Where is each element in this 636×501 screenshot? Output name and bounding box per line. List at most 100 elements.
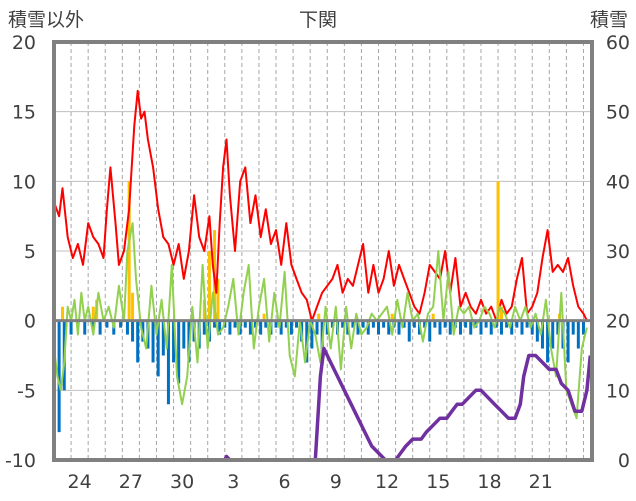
left-axis-label: 積雪以外 [8, 9, 84, 31]
bar-mark [433, 320, 437, 328]
bar-mark [366, 320, 370, 335]
bar-mark [156, 320, 160, 377]
bar-mark [262, 313, 266, 321]
chart-title: 下関 [299, 9, 337, 31]
bar-mark [412, 320, 416, 328]
bar-mark [571, 320, 575, 335]
bar-mark [387, 320, 391, 335]
bar-mark [499, 320, 503, 335]
bar-mark [382, 320, 386, 328]
bar-mark [182, 320, 186, 349]
bar-mark [330, 320, 334, 328]
bar-mark [458, 320, 462, 335]
bar-mark [510, 320, 514, 335]
bar-mark [438, 320, 442, 335]
bar-mark [151, 320, 155, 363]
bar-mark [448, 320, 452, 335]
bar-mark [131, 320, 135, 342]
x-tick-label: 9 [330, 471, 342, 493]
bar-mark [233, 320, 237, 328]
bar-mark [284, 320, 288, 328]
bar-mark [443, 320, 447, 328]
bar-mark [202, 320, 206, 335]
bar-mark [274, 320, 278, 328]
bar-mark [254, 320, 258, 328]
bar-mark [371, 320, 375, 328]
y-left-tick-label: 0 [24, 311, 36, 333]
bar-mark [161, 320, 165, 356]
x-tick-label: 18 [477, 471, 501, 493]
x-tick-label: 3 [227, 471, 239, 493]
y-left-tick-label: 20 [12, 32, 36, 54]
y-left-tick-label: 15 [12, 102, 36, 124]
bar-series [57, 181, 585, 433]
y-left-tick-label: -5 [17, 380, 36, 402]
bar-mark [216, 278, 220, 321]
y-right-tick-label: 40 [606, 171, 630, 193]
bar-mark [469, 320, 473, 335]
y-right-tick-label: 60 [606, 32, 630, 54]
bar-mark [289, 320, 293, 335]
bar-mark [248, 320, 252, 335]
y-right-tick-label: 20 [606, 311, 630, 333]
bar-mark [351, 320, 355, 328]
plot-frame [52, 40, 594, 462]
bar-mark [315, 320, 319, 335]
bar-mark [259, 320, 263, 335]
series-line [54, 346, 593, 462]
y-left-tick-label: 5 [24, 241, 36, 263]
bar-mark [479, 320, 483, 335]
bar-mark [264, 320, 268, 328]
bar-mark [172, 320, 176, 363]
bar-mark [566, 320, 570, 363]
line-series [53, 89, 593, 462]
bar-mark [119, 320, 123, 328]
bar-mark [499, 306, 503, 321]
x-tick-label: 27 [119, 471, 143, 493]
bar-mark [202, 299, 206, 321]
bar-mark [125, 320, 129, 335]
x-tick-label: 12 [375, 471, 399, 493]
bar-mark [295, 320, 299, 328]
bar-mark [407, 320, 411, 342]
bar-mark [525, 320, 529, 328]
bar-mark [551, 320, 555, 349]
bar-mark [91, 320, 95, 328]
bar-mark [431, 313, 435, 321]
bar-mark [428, 320, 432, 342]
bar-mark [556, 320, 560, 335]
bar-mark [464, 320, 468, 328]
x-tick-label: 21 [529, 471, 553, 493]
bar-mark [390, 313, 394, 321]
bar-mark [213, 320, 217, 328]
series-line [53, 89, 588, 322]
bar-mark [91, 306, 95, 321]
bar-mark [576, 320, 580, 349]
bar-mark [317, 313, 321, 321]
y-right-tick-label: 30 [606, 241, 630, 263]
bar-mark [279, 320, 283, 335]
bar-mark [520, 320, 524, 335]
bar-mark [207, 251, 211, 321]
bar-mark [127, 181, 131, 321]
bar-mark [489, 320, 493, 335]
x-tick-label: 15 [426, 471, 450, 493]
bar-mark [581, 320, 585, 335]
bar-mark [131, 292, 135, 321]
bar-mark [397, 320, 401, 335]
bar-mark [136, 320, 140, 363]
y-right-tick-label: 0 [618, 450, 630, 472]
bar-mark [540, 320, 544, 349]
bar-mark [166, 320, 170, 405]
bar-mark [496, 181, 500, 321]
bar-mark [341, 320, 345, 328]
bar-mark [530, 320, 534, 335]
bar-mark [61, 306, 65, 321]
bar-mark [484, 320, 488, 328]
bar-mark [377, 320, 381, 335]
y-left-tick-label: 10 [12, 171, 36, 193]
bar-mark [69, 320, 73, 335]
bar-mark [218, 320, 222, 335]
